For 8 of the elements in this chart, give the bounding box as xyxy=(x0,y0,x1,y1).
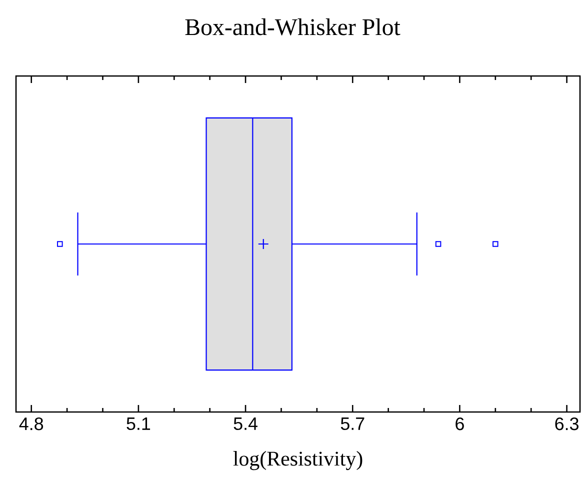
x-tick-label: 5.1 xyxy=(126,418,150,430)
chart-title: Box-and-Whisker Plot xyxy=(185,18,400,36)
x-tick-label: 6.3 xyxy=(555,417,578,430)
x-axis-title: log(Resistivity) xyxy=(233,451,362,470)
x-tick-label: 6 xyxy=(456,417,464,430)
x-tick-label: 4.8 xyxy=(19,417,44,430)
x-tick-label: 5.7 xyxy=(340,418,364,430)
x-tick-label: 5.4 xyxy=(234,418,258,430)
